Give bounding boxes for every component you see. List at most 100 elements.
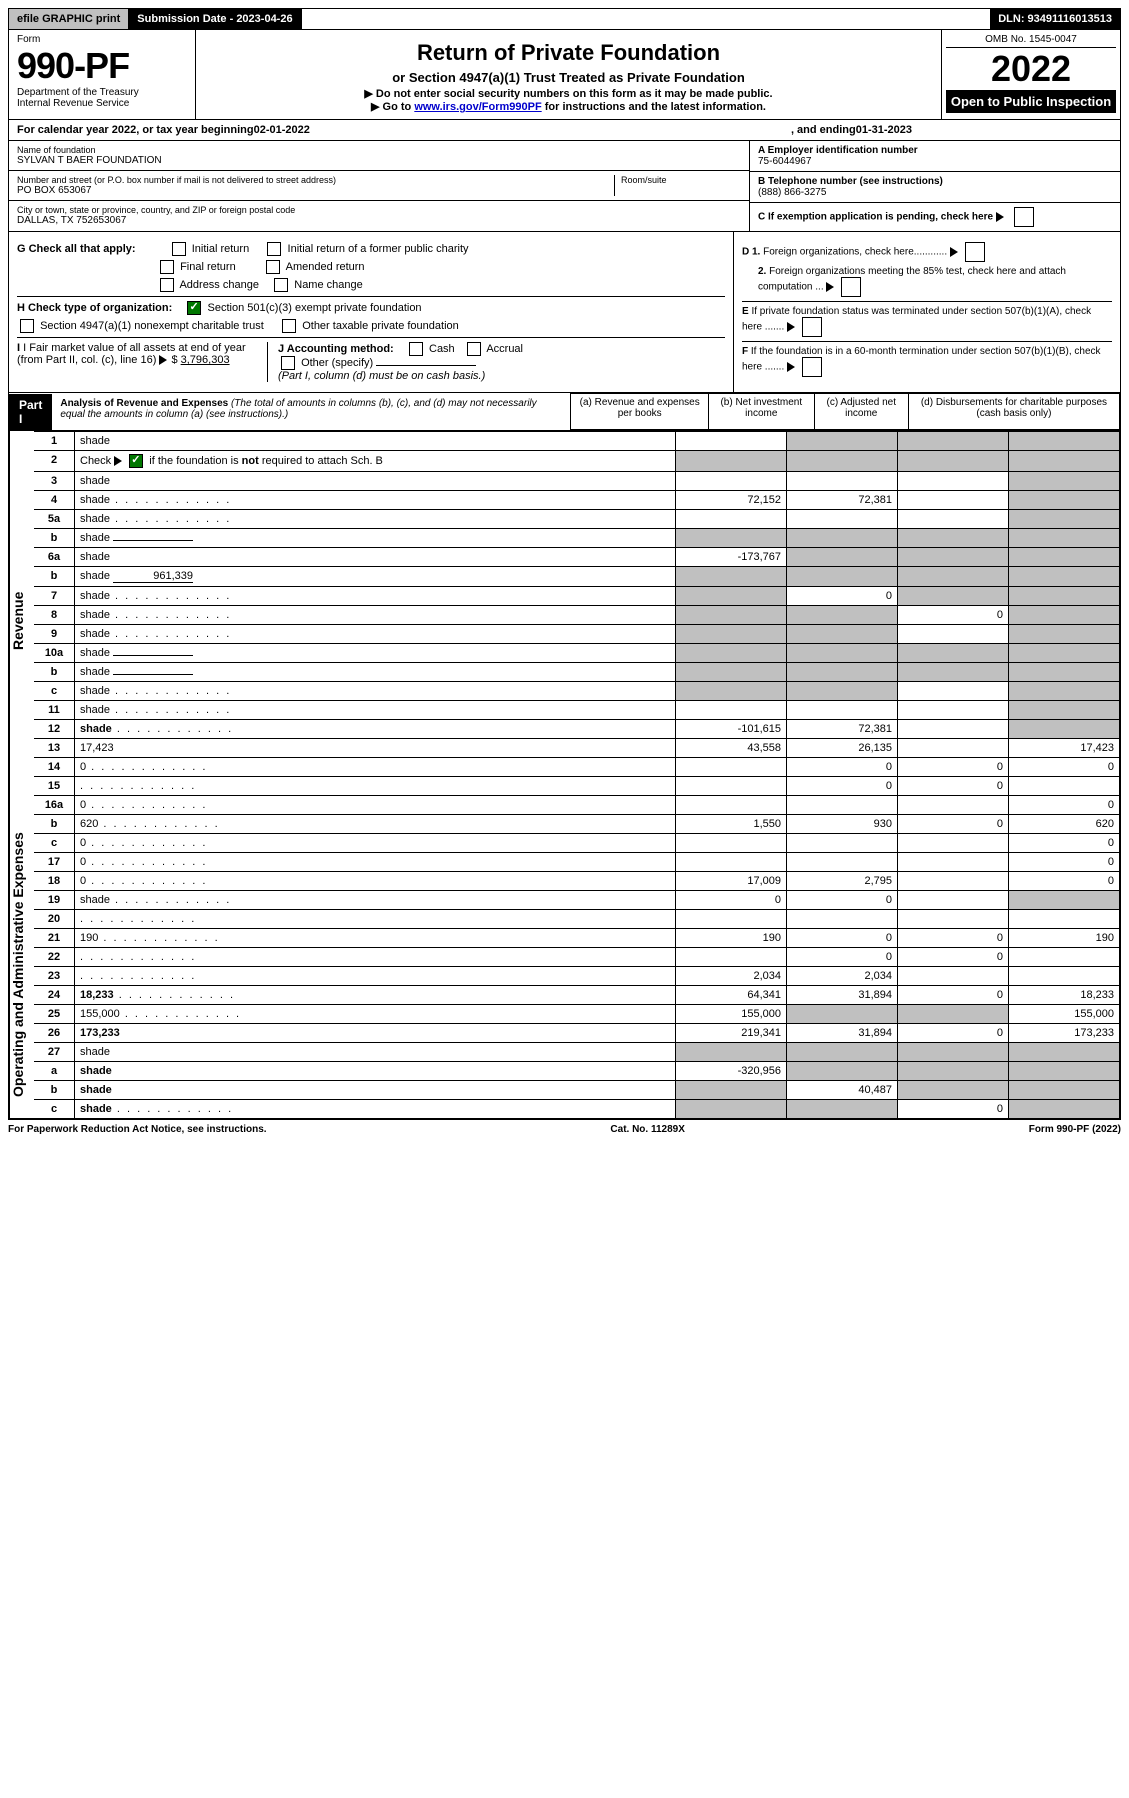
table-row: 12shade-101,61572,381	[34, 720, 1120, 739]
cell-col-b	[787, 1005, 898, 1024]
cell-col-d	[1009, 625, 1120, 644]
line-description: shade	[75, 644, 676, 663]
line-number: c	[34, 682, 75, 701]
arrow-icon	[159, 355, 167, 365]
line-description	[75, 967, 676, 986]
cell-col-a	[676, 529, 787, 548]
final-return-checkbox[interactable]	[160, 260, 174, 274]
other-taxable-checkbox[interactable]	[282, 319, 296, 333]
cell-col-b	[787, 567, 898, 587]
ein-label: A Employer identification number	[758, 145, 1112, 156]
paperwork-notice: For Paperwork Reduction Act Notice, see …	[8, 1124, 267, 1135]
table-row: 3shade	[34, 472, 1120, 491]
table-row: 10ashade	[34, 644, 1120, 663]
cell-col-d: 0	[1009, 872, 1120, 891]
cell-col-a: 1,550	[676, 815, 787, 834]
cell-col-c: 0	[898, 777, 1009, 796]
entity-info: Name of foundation SYLVAN T BAER FOUNDAT…	[8, 141, 1121, 232]
cell-col-a	[676, 472, 787, 491]
note-ssn: ▶ Do not enter social security numbers o…	[202, 87, 935, 100]
cell-col-a	[676, 796, 787, 815]
irs-link[interactable]: www.irs.gov/Form990PF	[414, 101, 541, 113]
exemption-checkbox[interactable]	[1014, 207, 1034, 227]
cell-col-d	[1009, 1043, 1120, 1062]
cell-col-b	[787, 432, 898, 451]
cell-col-a: 17,009	[676, 872, 787, 891]
cell-col-d	[1009, 720, 1120, 739]
cell-col-b	[787, 451, 898, 472]
cell-col-a	[676, 1100, 787, 1119]
phone-value: (888) 866-3275	[758, 187, 1112, 198]
initial-former-checkbox[interactable]	[267, 242, 281, 256]
cell-col-b: 0	[787, 777, 898, 796]
cell-col-d	[1009, 510, 1120, 529]
cell-col-c	[898, 529, 1009, 548]
501c3-checkbox[interactable]	[187, 301, 201, 315]
line-number: 7	[34, 587, 75, 606]
cash-checkbox[interactable]	[409, 342, 423, 356]
cell-col-d	[1009, 701, 1120, 720]
d1-checkbox[interactable]	[965, 242, 985, 262]
cell-col-c	[898, 663, 1009, 682]
cell-col-d	[1009, 1062, 1120, 1081]
line-number: 4	[34, 491, 75, 510]
cell-col-d	[1009, 1100, 1120, 1119]
cell-col-a	[676, 663, 787, 682]
h-label: H Check type of organization:	[17, 302, 172, 314]
table-row: 26173,233219,34131,8940173,233	[34, 1024, 1120, 1043]
line-number: 20	[34, 910, 75, 929]
other-method-checkbox[interactable]	[281, 356, 295, 370]
name-change-checkbox[interactable]	[274, 278, 288, 292]
j-label: J Accounting method:	[278, 343, 394, 355]
line-description: shade	[75, 1081, 676, 1100]
initial-return-checkbox[interactable]	[172, 242, 186, 256]
cell-col-c: 0	[898, 606, 1009, 625]
address-label: Number and street (or P.O. box number if…	[17, 175, 614, 185]
line-number: 10a	[34, 644, 75, 663]
part1-body: Revenue Operating and Administrative Exp…	[8, 431, 1121, 1120]
e-checkbox[interactable]	[802, 317, 822, 337]
d2-checkbox[interactable]	[841, 277, 861, 297]
analysis-table: 1shade2Check if the foundation is not re…	[33, 431, 1120, 1119]
accrual-checkbox[interactable]	[467, 342, 481, 356]
table-row: bshade 961,339	[34, 567, 1120, 587]
4947-checkbox[interactable]	[20, 319, 34, 333]
cell-col-a	[676, 834, 787, 853]
cell-col-b: 72,381	[787, 720, 898, 739]
cell-col-c	[898, 1043, 1009, 1062]
g-label: G Check all that apply:	[17, 243, 136, 255]
table-row: ashade-320,956	[34, 1062, 1120, 1081]
line-description: 173,233	[75, 1024, 676, 1043]
line-number: 2	[34, 451, 75, 472]
form-title: Return of Private Foundation	[202, 40, 935, 66]
table-row: 16a00	[34, 796, 1120, 815]
schb-checkbox[interactable]	[129, 454, 143, 468]
cell-col-c	[898, 625, 1009, 644]
cell-col-a	[676, 948, 787, 967]
cell-col-d	[1009, 777, 1120, 796]
cell-col-c	[898, 853, 1009, 872]
cell-col-d	[1009, 606, 1120, 625]
table-row: cshade	[34, 682, 1120, 701]
amended-return-checkbox[interactable]	[266, 260, 280, 274]
cell-col-a	[676, 625, 787, 644]
cell-col-d	[1009, 910, 1120, 929]
cell-col-a: 219,341	[676, 1024, 787, 1043]
address-change-checkbox[interactable]	[160, 278, 174, 292]
line-number: b	[34, 1081, 75, 1100]
top-bar: efile GRAPHIC print Submission Date - 20…	[8, 8, 1121, 30]
line-number: 8	[34, 606, 75, 625]
efile-label[interactable]: efile GRAPHIC print	[9, 9, 129, 29]
city-label: City or town, state or province, country…	[17, 205, 741, 215]
cell-col-b	[787, 796, 898, 815]
line-number: 1	[34, 432, 75, 451]
table-row: bshade	[34, 529, 1120, 548]
cat-no: Cat. No. 11289X	[610, 1124, 684, 1135]
cell-col-a: 72,152	[676, 491, 787, 510]
f-checkbox[interactable]	[802, 357, 822, 377]
cell-col-b	[787, 644, 898, 663]
cell-col-d	[1009, 644, 1120, 663]
cell-col-a	[676, 701, 787, 720]
cell-col-d	[1009, 891, 1120, 910]
line-number: b	[34, 567, 75, 587]
